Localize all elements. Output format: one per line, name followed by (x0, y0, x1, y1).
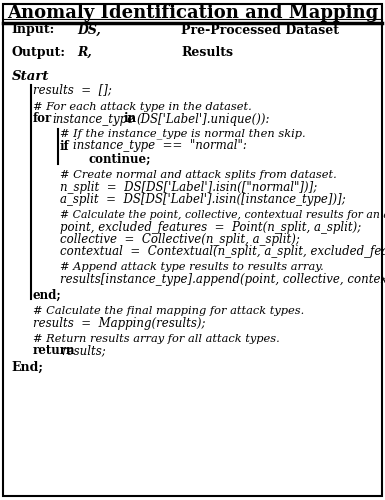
Text: instance_type  ==  "normal":: instance_type == "normal": (73, 140, 247, 152)
Text: # If the instance_type is normal then skip.: # If the instance_type is normal then sk… (60, 128, 305, 140)
Text: results  =  [];: results = []; (33, 84, 112, 96)
FancyBboxPatch shape (3, 4, 382, 496)
Text: return: return (33, 344, 75, 358)
Text: DS,: DS, (77, 24, 101, 36)
Text: n_split  =  DS[DS['Label'].isin(["normal"])];: n_split = DS[DS['Label'].isin(["normal"]… (60, 180, 317, 194)
Text: (DS['Label'].unique()):: (DS['Label'].unique()): (137, 112, 270, 126)
Text: # Return results array for all attack types.: # Return results array for all attack ty… (33, 334, 280, 344)
Text: results;: results; (61, 344, 105, 358)
Text: Start: Start (12, 70, 49, 82)
Text: results[instance_type].append(point, collective, context);: results[instance_type].append(point, col… (60, 273, 385, 286)
Text: Pre-Processed Dataset: Pre-Processed Dataset (181, 24, 339, 36)
Text: # Create normal and attack splits from dataset.: # Create normal and attack splits from d… (60, 170, 336, 180)
Text: results  =  Mapping(results);: results = Mapping(results); (33, 316, 205, 330)
Text: if: if (60, 140, 69, 152)
Text: instance_type: instance_type (52, 112, 134, 126)
Text: a_split  =  DS[DS['Label'].isin([instance_type])];: a_split = DS[DS['Label'].isin([instance_… (60, 193, 345, 206)
Text: end;: end; (33, 288, 62, 302)
Text: Results: Results (181, 46, 233, 59)
Text: R,: R, (77, 46, 92, 59)
Text: in: in (123, 112, 136, 126)
Text: contextual  =  Contextual(n_split, a_split, excluded_features);: contextual = Contextual(n_split, a_split… (60, 246, 385, 258)
Text: # For each attack type in the dataset.: # For each attack type in the dataset. (33, 102, 251, 112)
Text: Anomaly Identification and Mapping: Anomaly Identification and Mapping (7, 4, 378, 22)
Text: Input:: Input: (12, 24, 55, 36)
Text: Output:: Output: (12, 46, 65, 59)
Text: # Calculate the point, collective, contextual results for an attack.: # Calculate the point, collective, conte… (60, 210, 385, 220)
Text: for: for (33, 112, 52, 126)
Text: # Append attack type results to results array.: # Append attack type results to results … (60, 262, 323, 272)
Text: collective  =  Collective(n_split, a_split);: collective = Collective(n_split, a_split… (60, 233, 300, 246)
Text: continue;: continue; (89, 152, 151, 166)
Text: point, excluded_features  =  Point(n_split, a_split);: point, excluded_features = Point(n_split… (60, 220, 361, 234)
Text: End;: End; (12, 361, 44, 374)
Text: # Calculate the final mapping for attack types.: # Calculate the final mapping for attack… (33, 306, 304, 316)
